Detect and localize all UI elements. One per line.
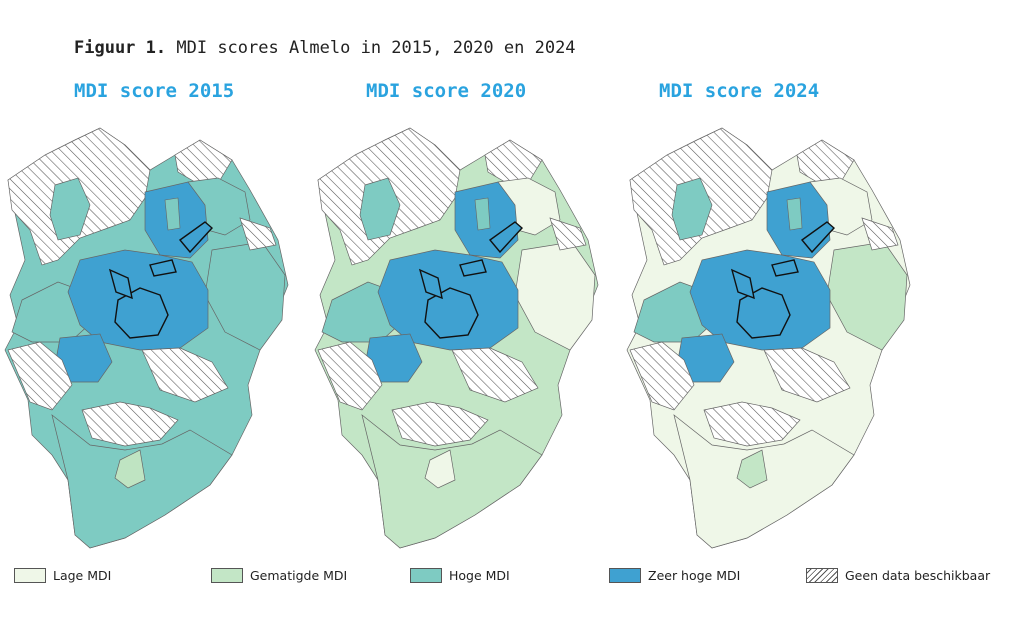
map-title-2024: MDI score 2024: [659, 80, 820, 102]
figure-caption: Figuur 1. MDI scores Almelo in 2015, 202…: [74, 38, 576, 58]
map-2020: [314, 127, 599, 549]
figure-caption-text: MDI scores Almelo in 2015, 2020 en 2024: [176, 38, 576, 58]
legend: Lage MDI Gematigde MDI Hoge MDI Zeer hoge M…: [0, 568, 1017, 590]
legend-item: Zeer hoge MDI: [609, 568, 740, 583]
legend-label: Geen data beschikbaar: [845, 568, 991, 583]
legend-item: Lage MDI: [14, 568, 111, 583]
legend-swatch: [410, 568, 442, 583]
legend-swatch: [609, 568, 641, 583]
legend-swatch: [14, 568, 46, 583]
legend-swatch: [211, 568, 243, 583]
legend-item: Hoge MDI: [410, 568, 510, 583]
legend-label: Zeer hoge MDI: [648, 568, 741, 583]
map-title-2020: MDI score 2020: [366, 80, 527, 102]
map-title-2015: MDI score 2015: [74, 80, 235, 102]
legend-item: Geen data beschikbaar: [806, 568, 990, 583]
legend-label: Hoge MDI: [449, 568, 510, 583]
legend-item: Gematigde MDI: [211, 568, 347, 583]
legend-label: Lage MDI: [53, 568, 112, 583]
maps-svg: [4, 127, 911, 549]
map-2015: [4, 127, 289, 549]
legend-swatch: [806, 568, 838, 583]
map-2024: [626, 127, 911, 549]
legend-label: Gematigde MDI: [250, 568, 348, 583]
figure-label: Figuur 1.: [74, 38, 167, 58]
